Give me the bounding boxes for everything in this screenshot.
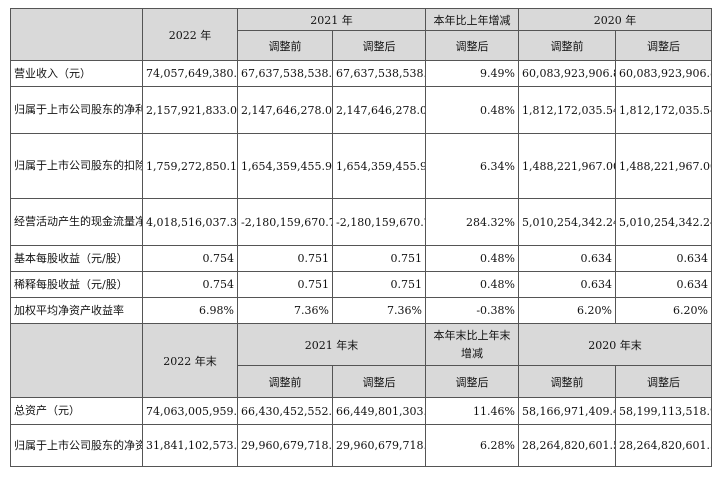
header-row-years: 2022 年 2021 年 本年比上年增减 2020 年 [10, 8, 712, 61]
header-change: 本年比上年增减 [425, 8, 519, 31]
header-blank-cell [10, 323, 143, 398]
cell-value: 66,449,801,303.19 [332, 397, 426, 425]
table-row: 营业收入（元） 74,057,649,380.57 67,637,538,538… [10, 60, 712, 87]
cell-value: 7.36% [237, 297, 333, 324]
cell-value: 0.634 [615, 271, 712, 298]
row-label: 稀释每股收益（元/股） [10, 271, 143, 298]
cell-value: 67,637,538,538.75 [332, 60, 426, 87]
cell-value: 1,654,359,455.98 [237, 133, 333, 199]
cell-value: 60,083,923,906.80 [615, 60, 712, 87]
header-2020-end: 2020 年末 [518, 323, 712, 366]
cell-value: 1,812,172,035.54 [518, 86, 616, 134]
cell-value: 6.98% [142, 297, 238, 324]
cell-value: 1,812,172,035.54 [615, 86, 712, 134]
cell-value: 0.751 [332, 271, 426, 298]
cell-value: 29,960,679,718.55 [237, 424, 333, 467]
header-row-sub-end: 调整前 调整后 调整后 调整前 调整后 [11, 365, 712, 398]
cell-value: 5,010,254,342.24 [615, 198, 712, 246]
header-2021-before: 调整前 [237, 30, 333, 61]
cell-value: 1,488,221,967.00 [518, 133, 616, 199]
cell-value: 5,010,254,342.24 [518, 198, 616, 246]
cell-value: 28,264,820,601.54 [615, 424, 712, 467]
cell-value: 6.34% [425, 133, 519, 199]
cell-value: 74,063,005,959.15 [142, 397, 238, 425]
cell-value: 2,147,646,278.03 [237, 86, 333, 134]
header-row-sub: 调整前 调整后 调整后 调整前 调整后 [11, 30, 712, 61]
header-change-after: 调整后 [425, 30, 519, 61]
cell-value: 58,166,971,409.45 [518, 397, 616, 425]
cell-value: 0.754 [142, 245, 238, 272]
cell-value: 0.754 [142, 271, 238, 298]
financial-data-table: 2022 年 2021 年 本年比上年增减 2020 年 调整前 调整后 调整后… [10, 8, 712, 467]
table-row: 稀释每股收益（元/股） 0.754 0.751 0.751 0.48% 0.63… [10, 271, 712, 298]
header-change-end-after: 调整后 [425, 365, 519, 398]
cell-value: 0.48% [425, 245, 519, 272]
cell-value: 1,759,272,850.19 [142, 133, 238, 199]
row-label: 归属于上市公司股东的净资产（元） [10, 424, 143, 467]
cell-value: 11.46% [425, 397, 519, 425]
header-2020-after: 调整后 [615, 30, 712, 61]
cell-value: -2,180,159,670.77 [237, 198, 333, 246]
header-2020-before: 调整前 [518, 30, 616, 61]
table-row: 加权平均净资产收益率 6.98% 7.36% 7.36% -0.38% 6.20… [10, 297, 712, 324]
cell-value: 1,654,359,455.98 [332, 133, 426, 199]
row-label: 营业收入（元） [10, 60, 143, 87]
cell-value: 0.48% [425, 271, 519, 298]
cell-value: 29,960,679,718.55 [332, 424, 426, 467]
cell-value: 0.751 [237, 245, 333, 272]
table-row: 总资产（元） 74,063,005,959.15 66,430,452,552.… [10, 397, 712, 425]
header-2021-end: 2021 年末 [237, 323, 426, 366]
header-2020: 2020 年 [518, 8, 712, 31]
cell-value: 7.36% [332, 297, 426, 324]
table-row: 归属于上市公司股东的扣除非经常性损益的净利润（元） 1,759,272,850.… [10, 133, 712, 199]
cell-value: 66,430,452,552.15 [237, 397, 333, 425]
row-label: 基本每股收益（元/股） [10, 245, 143, 272]
cell-value: 31,841,102,573.34 [142, 424, 238, 467]
header-2022-end: 2022 年末 [142, 323, 238, 398]
header-2021: 2021 年 [237, 8, 426, 31]
cell-value: 6.20% [615, 297, 712, 324]
cell-value: 4,018,516,037.36 [142, 198, 238, 246]
cell-value: 0.48% [425, 86, 519, 134]
row-label: 加权平均净资产收益率 [10, 297, 143, 324]
header-2020-end-after: 调整后 [615, 365, 712, 398]
row-label: 经营活动产生的现金流量净额（元） [10, 198, 143, 246]
cell-value: 58,199,113,518.90 [615, 397, 712, 425]
row-label: 归属于上市公司股东的净利润（元） [10, 86, 143, 134]
header-2021-end-before: 调整前 [237, 365, 333, 398]
cell-value: 284.32% [425, 198, 519, 246]
cell-value: 9.49% [425, 60, 519, 87]
cell-value: 2,147,646,278.03 [332, 86, 426, 134]
row-label: 总资产（元） [10, 397, 143, 425]
cell-value: 74,057,649,380.57 [142, 60, 238, 87]
cell-value: 0.634 [615, 245, 712, 272]
header-row-year-end: 2022 年末 2021 年末 本年末比上年末增减 2020 年末 [10, 323, 712, 398]
cell-value: -2,180,159,670.77 [332, 198, 426, 246]
cell-value: 6.20% [518, 297, 616, 324]
header-2021-end-after: 调整后 [332, 365, 426, 398]
row-label: 归属于上市公司股东的扣除非经常性损益的净利润（元） [10, 133, 143, 199]
cell-value: 1,488,221,967.00 [615, 133, 712, 199]
cell-value: 0.634 [518, 271, 616, 298]
header-blank-cell [10, 8, 143, 61]
table-row: 归属于上市公司股东的净资产（元） 31,841,102,573.34 29,96… [10, 424, 712, 467]
header-2021-after: 调整后 [332, 30, 426, 61]
cell-value: 0.751 [237, 271, 333, 298]
header-2020-end-before: 调整前 [518, 365, 616, 398]
cell-value: 2,157,921,833.07 [142, 86, 238, 134]
table-row: 经营活动产生的现金流量净额（元） 4,018,516,037.36 -2,180… [10, 198, 712, 246]
cell-value: 6.28% [425, 424, 519, 467]
header-2022: 2022 年 [142, 8, 238, 61]
header-change-end: 本年末比上年末增减 [425, 323, 519, 366]
cell-value: 60,083,923,906.80 [518, 60, 616, 87]
cell-value: 67,637,538,538.75 [237, 60, 333, 87]
cell-value: 0.634 [518, 245, 616, 272]
cell-value: 0.751 [332, 245, 426, 272]
cell-value: -0.38% [425, 297, 519, 324]
table-row: 基本每股收益（元/股） 0.754 0.751 0.751 0.48% 0.63… [10, 245, 712, 272]
cell-value: 28,264,820,601.54 [518, 424, 616, 467]
table-row: 归属于上市公司股东的净利润（元） 2,157,921,833.07 2,147,… [10, 86, 712, 134]
